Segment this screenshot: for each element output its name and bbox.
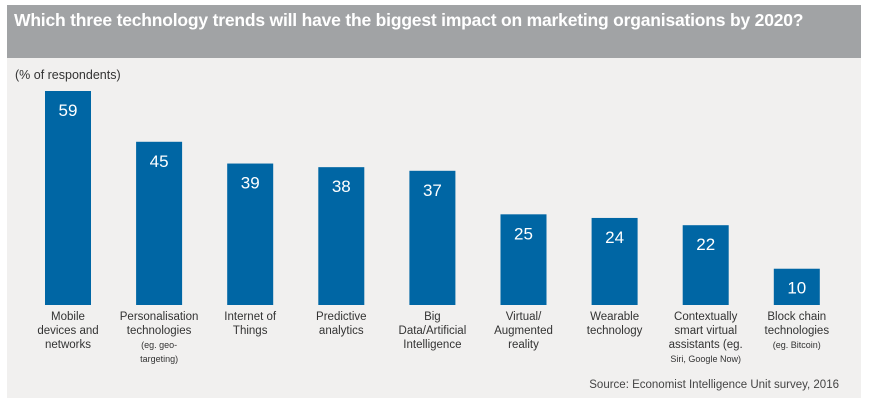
category-label-5: Virtual/Augmented reality (494, 311, 553, 351)
chart-title: Which three technology trends will have … (14, 10, 804, 30)
data-label-6: 24 (605, 228, 624, 247)
category-label-3: Predictive analytics (316, 311, 367, 337)
data-label-3: 38 (332, 177, 351, 196)
category-label-2: Internet of Things (224, 311, 277, 337)
bar-4 (409, 170, 456, 305)
chart-header: Which three technology trends will have … (7, 5, 861, 58)
data-label-8: 10 (787, 279, 806, 298)
data-label-5: 25 (514, 224, 533, 243)
bar-2 (227, 163, 274, 305)
category-label-1: Personalisation technologies (eg. geo-targ… (120, 311, 199, 364)
category-label-6: Wearable technology (587, 311, 643, 337)
category-label-8: Block chain technologies (eg. Bitcoin) (765, 311, 830, 350)
y-axis-label: (% of respondents) (15, 68, 121, 82)
bar-6 (591, 217, 638, 305)
data-label-1: 45 (150, 152, 169, 171)
bar-0 (45, 91, 91, 305)
category-label-4: Big Data/Artificial Intelligence (399, 311, 467, 351)
bar-7 (682, 225, 729, 305)
bar-5 (500, 214, 547, 305)
bar-3 (318, 167, 365, 305)
data-label-0: 59 (59, 101, 78, 120)
bar-8 (773, 268, 820, 305)
bar-1 (136, 141, 183, 305)
category-label-7: Contextually smart virtual assistants (eg.… (669, 311, 743, 364)
category-label-0: Mobile devices and networks (37, 311, 98, 351)
data-label-7: 22 (696, 235, 715, 254)
data-label-2: 39 (241, 174, 260, 193)
source-note: Source: Economist Intelligence Unit surv… (589, 379, 839, 391)
data-label-4: 37 (423, 181, 442, 200)
